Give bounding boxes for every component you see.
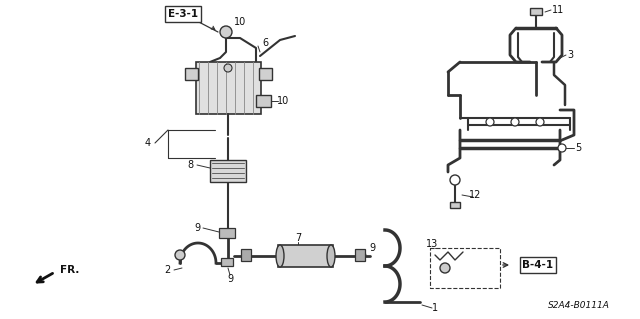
Text: 9: 9 — [369, 243, 375, 253]
Text: 8: 8 — [187, 160, 193, 170]
Text: 11: 11 — [552, 5, 564, 15]
Circle shape — [224, 64, 232, 72]
Text: FR.: FR. — [60, 265, 79, 275]
Text: 6: 6 — [262, 38, 268, 48]
Bar — [196, 62, 261, 114]
Bar — [259, 68, 272, 80]
Text: E-3-1: E-3-1 — [168, 9, 198, 19]
Circle shape — [511, 118, 519, 126]
Text: 3: 3 — [567, 50, 573, 60]
Circle shape — [558, 144, 566, 152]
Bar — [210, 160, 246, 182]
Circle shape — [536, 118, 544, 126]
Bar — [450, 202, 460, 208]
Bar — [185, 68, 198, 80]
Text: 4: 4 — [145, 138, 151, 148]
Ellipse shape — [276, 245, 284, 267]
Text: 1: 1 — [432, 303, 438, 313]
Text: 12: 12 — [469, 190, 481, 200]
Circle shape — [440, 263, 450, 273]
Circle shape — [220, 26, 232, 38]
Text: B-4-1: B-4-1 — [522, 260, 554, 270]
Bar — [221, 258, 233, 266]
Text: 9: 9 — [227, 274, 233, 284]
Bar — [241, 249, 251, 261]
Bar — [256, 95, 271, 107]
Text: 5: 5 — [575, 143, 581, 153]
Bar — [355, 249, 365, 261]
Text: 2: 2 — [164, 265, 170, 275]
Text: S2A4-B0111A: S2A4-B0111A — [548, 301, 610, 310]
Bar — [278, 245, 333, 267]
Circle shape — [486, 118, 494, 126]
Ellipse shape — [327, 245, 335, 267]
Text: 9: 9 — [194, 223, 200, 233]
Bar — [219, 228, 235, 238]
Bar — [430, 248, 500, 288]
Text: 10: 10 — [234, 17, 246, 27]
Text: 10: 10 — [277, 96, 289, 106]
Text: 7: 7 — [295, 233, 301, 243]
Circle shape — [175, 250, 185, 260]
Circle shape — [450, 175, 460, 185]
Text: 13: 13 — [426, 239, 438, 249]
Bar — [530, 8, 542, 15]
